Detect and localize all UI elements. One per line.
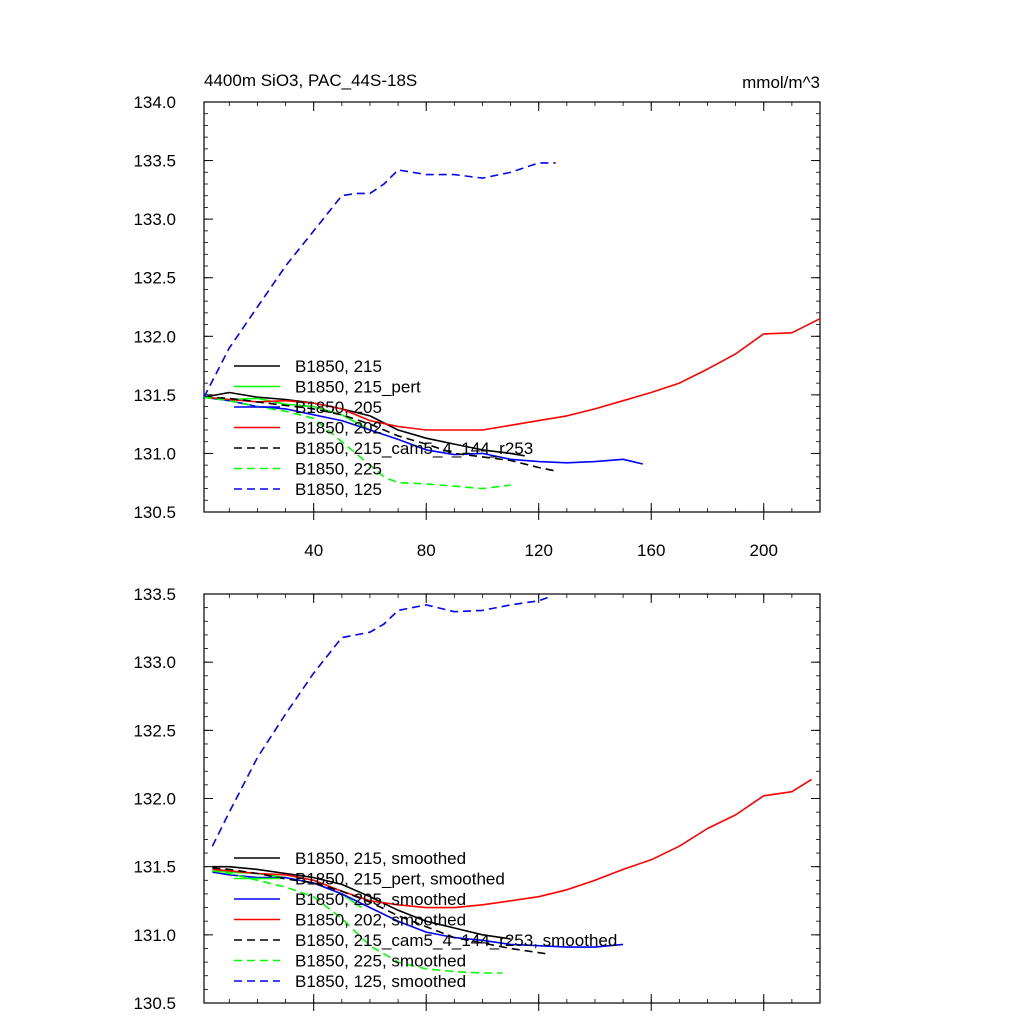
y-tick-label: 130.5 xyxy=(133,994,176,1013)
y-tick-label: 133.5 xyxy=(133,152,176,171)
y-tick-label: 131.5 xyxy=(133,386,176,405)
plot-frame xyxy=(203,101,821,513)
legend-entry-label: B1850, 215 xyxy=(295,357,382,376)
series-line xyxy=(212,871,624,948)
legend-entry-label: B1850, 215_cam5_4_144_r253 xyxy=(295,439,533,458)
y-tick-label: 132.5 xyxy=(133,269,176,288)
legend-entry-label: B1850, 202, smoothed xyxy=(295,911,466,930)
legend-entry-label: B1850, 205 xyxy=(295,398,382,417)
smoothed-timeseries-panel: 130.5 131.0 131.5 132.0 132.5 133.0 133.5 B1850… xyxy=(133,585,821,1013)
series-line xyxy=(203,391,525,457)
series-line xyxy=(203,162,556,398)
y-tick-label: 131.0 xyxy=(133,926,176,945)
legend-entry-label: B1850, 125, smoothed xyxy=(295,972,466,991)
series-line xyxy=(203,317,821,431)
y-tick-label: 132.5 xyxy=(133,721,176,740)
legend-entry-label: B1850, 215_cam5_4_144_r253, smoothed xyxy=(295,931,617,950)
y-tick-label: 133.0 xyxy=(133,653,176,672)
x-tick-label: 200 xyxy=(750,541,778,560)
legend-entry-label: B1850, 215_pert xyxy=(295,378,421,397)
y-tick-label: 133.5 xyxy=(133,585,176,604)
series-line xyxy=(203,396,556,472)
series-line xyxy=(212,867,548,955)
series-line xyxy=(211,595,551,847)
panel-title: 4400m SiO3, PAC_44S-18S xyxy=(204,71,417,90)
legend-entry-label: B1850, 205, smoothed xyxy=(295,890,466,909)
y-tick-label: 131.0 xyxy=(133,444,176,463)
y-tick-label: 131.5 xyxy=(133,858,176,877)
x-tick-label: 120 xyxy=(525,541,553,560)
legend: B1850, 215, smoothed B1850, 215_pert, smo… xyxy=(234,849,617,991)
legend-entry-label: B1850, 215_pert, smoothed xyxy=(295,870,505,889)
series-line xyxy=(212,778,813,909)
y-tick-label: 133.0 xyxy=(133,210,176,229)
raw-timeseries-panel: 4400m SiO3, PAC_44S-18S mmol/m^3 130.5 13… xyxy=(133,71,821,560)
legend-entry-label: B1850, 125 xyxy=(295,480,382,499)
y-tick-label: 134.0 xyxy=(133,93,176,112)
legend-entry-label: B1850, 225, smoothed xyxy=(295,952,466,971)
legend-entry-label: B1850, 202 xyxy=(295,419,382,438)
series-line xyxy=(212,865,511,940)
legend-entry-label: B1850, 215, smoothed xyxy=(295,849,466,868)
x-tick-label: 80 xyxy=(417,541,436,560)
x-tick-label: 160 xyxy=(637,541,665,560)
y-tick-label: 132.0 xyxy=(133,327,176,346)
units-label: mmol/m^3 xyxy=(742,73,820,92)
series-line xyxy=(203,396,643,465)
y-tick-label: 132.0 xyxy=(133,790,176,809)
y-tick-label: 130.5 xyxy=(133,503,176,522)
x-tick-label: 40 xyxy=(304,541,323,560)
legend-entry-label: B1850, 225 xyxy=(295,460,382,479)
